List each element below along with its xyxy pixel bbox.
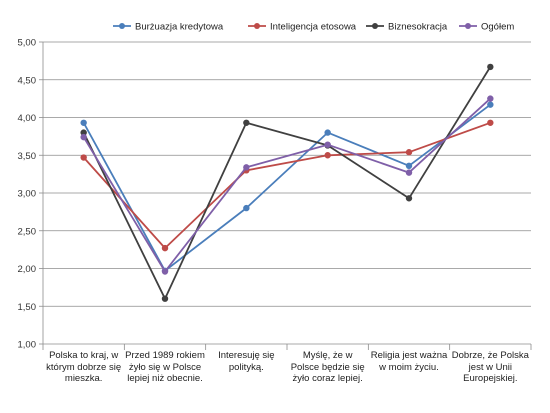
data-point bbox=[324, 141, 331, 148]
data-point bbox=[324, 152, 331, 159]
legend-label: Inteligencja etosowa bbox=[270, 22, 357, 33]
y-axis-tick-labels: 1,00 1,50 2,00 2,50 3,00 3,50 4,00 4,50 5,00 bbox=[18, 38, 37, 351]
legend-entry: Inteligencja etosowa bbox=[248, 22, 357, 33]
data-point bbox=[487, 101, 494, 108]
y-tick-label: 4,00 bbox=[18, 113, 37, 124]
data-point bbox=[161, 244, 169, 252]
y-tick-label: 4,50 bbox=[18, 75, 37, 86]
data-point bbox=[487, 95, 494, 102]
series-2 bbox=[80, 63, 494, 302]
x-category-label: Interesuję się polityką. bbox=[218, 350, 275, 373]
series-line bbox=[82, 103, 491, 272]
data-point bbox=[487, 119, 494, 126]
series-line bbox=[82, 66, 492, 300]
y-tick-label: 5,00 bbox=[18, 38, 37, 49]
x-category-label: Myślę, że w Polsce będzie się żyło coraz… bbox=[290, 350, 365, 384]
x-category-label: Religia jest ważna w moim życiu. bbox=[370, 350, 448, 373]
axes bbox=[39, 41, 532, 350]
y-tick-label: 2,00 bbox=[18, 264, 37, 275]
legend-entry: Burżuazja kredytowa bbox=[113, 22, 224, 33]
legend-marker bbox=[119, 23, 125, 29]
data-point bbox=[80, 129, 87, 136]
legend-label: Biznesokracja bbox=[388, 22, 448, 33]
data-point bbox=[161, 268, 169, 275]
data-point bbox=[324, 129, 331, 136]
y-tick-label: 1,00 bbox=[18, 340, 37, 351]
series-line bbox=[82, 97, 491, 273]
legend-label: Ogółem bbox=[481, 22, 514, 33]
x-category-label: Dobrze, że Polska jest w Unii Europejski… bbox=[451, 350, 529, 384]
x-category-label: Przed 1989 rokiem żyło się w Polsce lepi… bbox=[125, 350, 205, 384]
series-line bbox=[83, 121, 491, 250]
legend-marker bbox=[372, 23, 378, 29]
data-point bbox=[243, 204, 250, 212]
data-point bbox=[405, 149, 413, 156]
legend-label: Burżuazja kredytowa bbox=[135, 22, 224, 33]
y-tick-label: 1,50 bbox=[18, 302, 37, 313]
data-point bbox=[405, 169, 413, 176]
data-point bbox=[243, 164, 250, 171]
series-3 bbox=[80, 95, 494, 275]
legend-entry: Ogółem bbox=[459, 22, 514, 33]
series-0 bbox=[80, 101, 494, 274]
y-tick-label: 2,50 bbox=[18, 226, 37, 237]
legend-marker bbox=[465, 23, 471, 29]
data-point bbox=[80, 154, 87, 161]
legend: Burżuazja kredytowa Inteligencja etosowa B… bbox=[113, 22, 514, 33]
legend-marker bbox=[254, 23, 260, 29]
data-point bbox=[243, 119, 250, 126]
data-point bbox=[80, 119, 87, 126]
data-point bbox=[405, 195, 413, 202]
data-point bbox=[405, 162, 413, 170]
legend-entry: Biznesokracja bbox=[366, 22, 448, 33]
x-category-label: Polska to kraj, w którym dobrze się mies… bbox=[46, 350, 122, 384]
y-tick-label: 3,50 bbox=[18, 151, 37, 162]
data-point bbox=[487, 63, 494, 71]
data-point bbox=[161, 295, 169, 302]
data-series bbox=[80, 63, 494, 302]
y-tick-label: 3,00 bbox=[18, 189, 37, 200]
data-point bbox=[80, 133, 87, 141]
